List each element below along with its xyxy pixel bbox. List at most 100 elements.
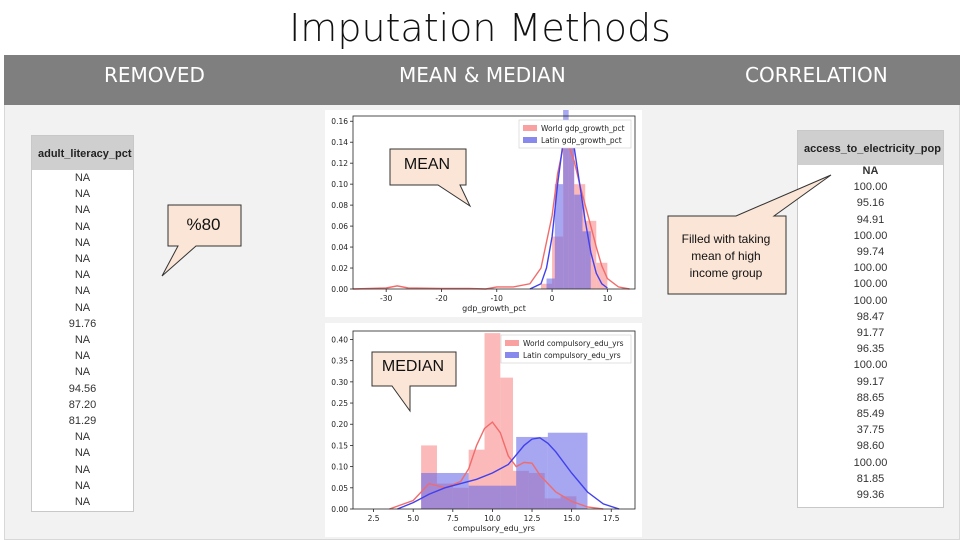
table-cell: 99.36 — [856, 489, 885, 501]
y-tick-label: 0.02 — [331, 264, 348, 273]
table-cell: 87.20 — [68, 398, 97, 411]
x-tick-label: 17.5 — [603, 514, 620, 523]
table-cell: 96.35 — [856, 343, 885, 356]
x-tick-label: 12.5 — [524, 514, 541, 523]
legend-swatch — [505, 352, 519, 358]
x-tick-label: 0 — [550, 294, 555, 303]
y-tick-label: 0.12 — [331, 159, 348, 168]
table-cell: NA — [74, 172, 91, 184]
y-tick-label: 0.15 — [331, 441, 348, 450]
axes-frame — [352, 330, 636, 510]
kde-line — [352, 144, 630, 290]
histogram-bar — [574, 194, 583, 289]
y-tick-label: 0.14 — [331, 138, 348, 147]
table-cell: NA — [74, 253, 91, 265]
legend-label: World gdp_growth_pct — [541, 124, 625, 133]
table-cell: NA — [74, 301, 91, 314]
access-electricity-table: access_to_electricity_pop NA 100.00 95.16 9… — [797, 130, 944, 508]
table-cell: 100.00 — [853, 278, 888, 291]
table-cell: 91.77 — [856, 327, 885, 339]
callout-median: MEDIAN — [370, 350, 458, 413]
y-tick-label: 0.20 — [331, 420, 348, 429]
x-tick-label: 7.5 — [447, 514, 459, 523]
table-cell: NA — [74, 350, 91, 363]
y-tick-label: 0.35 — [331, 357, 348, 366]
y-tick-label: 0.25 — [331, 399, 348, 408]
histogram-bar — [596, 262, 608, 289]
table-cell: 99.74 — [856, 246, 885, 258]
histogram-bar — [468, 485, 517, 509]
legend-label: Latin gdp_growth_pct — [541, 136, 622, 145]
table-cell: NA — [74, 236, 91, 249]
x-tick-label: 10 — [603, 294, 613, 303]
panel-header — [4, 55, 960, 105]
legend-swatch — [505, 340, 519, 346]
table-cell: 91.76 — [68, 317, 97, 330]
table-cell: NA — [74, 479, 91, 492]
y-tick-label: 0.05 — [331, 484, 348, 493]
adult-literacy-table: adult_literacy_pct NA NA NA NA NA NA NA NA NA 91.… — [31, 135, 134, 512]
histogram-bar — [500, 377, 514, 509]
y-tick-label: 0.40 — [331, 335, 348, 344]
y-tick-label: 0.16 — [331, 117, 348, 126]
x-tick-label: 10.0 — [484, 514, 501, 523]
y-tick-label: 0.10 — [331, 180, 348, 189]
table-cell: NA — [74, 220, 91, 233]
table-cell: NA — [74, 188, 91, 201]
table-cell: NA — [74, 463, 91, 476]
table-cell: NA — [862, 165, 879, 177]
kde-line — [397, 437, 620, 510]
header-removed: REMOVED — [104, 63, 205, 87]
histogram-bar — [516, 436, 548, 509]
table-cell: 100.00 — [853, 456, 888, 469]
histogram-bar — [554, 184, 564, 289]
table-cell: 100.00 — [853, 294, 888, 307]
legend-swatch — [523, 125, 537, 131]
histogram-bar — [563, 110, 569, 289]
table-cell: 98.60 — [856, 440, 885, 453]
table-cell: NA — [74, 285, 91, 298]
histogram-bar — [568, 126, 575, 289]
header-correlation: CORRELATION — [745, 63, 888, 87]
gdp-growth-chart: 0.00 0.02 0.04 0.06 0.08 0.10 0.12 0.14 0.16 -30 -… — [325, 110, 642, 317]
table-cell: 85.49 — [856, 408, 885, 420]
table-cell: NA — [74, 447, 91, 460]
table-cell: NA — [74, 366, 91, 379]
table-cell: 100.00 — [853, 229, 888, 242]
header-mean-median: MEAN & MEDIAN — [399, 63, 566, 87]
gdp-growth-chart-svg: 0.00 0.02 0.04 0.06 0.08 0.10 0.12 0.14 0.16 -30 -… — [331, 110, 636, 313]
legend-label: World compulsory_edu_yrs — [523, 339, 624, 348]
table-cell: 94.91 — [856, 213, 885, 226]
table-cell: NA — [74, 431, 91, 444]
y-tick-label: 0.30 — [331, 378, 348, 387]
axes-frame — [352, 115, 636, 290]
y-tick-label: 0.06 — [331, 222, 348, 231]
x-tick-label: 5.0 — [407, 514, 419, 523]
x-tick-label: -20 — [435, 294, 447, 303]
x-tick-label: 2.5 — [368, 514, 380, 523]
legend-label: Latin compulsory_edu_yrs — [523, 351, 621, 360]
y-tick-label: 0.08 — [331, 201, 348, 210]
table-cell: NA — [74, 204, 91, 217]
table-cell: 100.00 — [853, 262, 888, 275]
histogram-bar — [421, 472, 469, 509]
compulsory-edu-chart-svg: 0.00 0.05 0.10 0.15 0.20 0.25 0.30 0.35 0.40 2.5 5… — [331, 330, 636, 533]
y-tick-label: 0.10 — [331, 463, 348, 472]
table-cell: 100.00 — [853, 181, 888, 194]
histogram-bar — [484, 333, 501, 509]
x-axis-label: gdp_growth_pct — [462, 304, 526, 313]
table-cell: NA — [74, 496, 91, 508]
table-header: access_to_electricity_pop — [798, 131, 943, 165]
table-cell: 81.29 — [68, 415, 97, 427]
legend-box — [518, 119, 632, 149]
y-tick-label: 0.04 — [331, 243, 348, 252]
callout-pct: %80 — [161, 203, 243, 278]
table-header: adult_literacy_pct — [32, 136, 133, 170]
table-cell: NA — [74, 269, 91, 282]
table-cell: 88.65 — [856, 391, 885, 404]
table-cell: 99.17 — [856, 375, 885, 388]
table-cell: 95.16 — [856, 197, 885, 210]
table-cell: 94.56 — [68, 382, 97, 395]
histogram-bar — [547, 432, 588, 509]
y-tick-label: 0.00 — [331, 285, 348, 294]
